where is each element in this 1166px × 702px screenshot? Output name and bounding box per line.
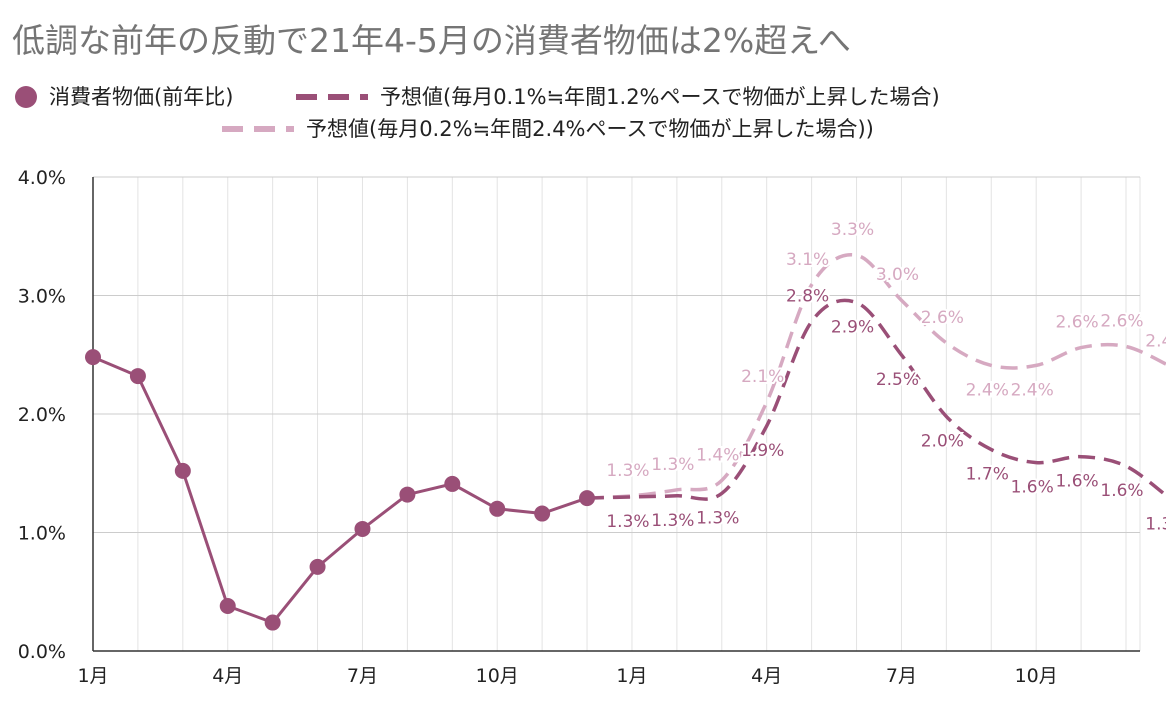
x-tick-label: 10月 xyxy=(1015,665,1058,687)
data-label-forecast-1: 1.3% xyxy=(696,508,739,528)
data-label-forecast-1: 1.6% xyxy=(1011,478,1054,498)
data-label-forecast-1: 1.3% xyxy=(1145,514,1166,534)
data-label-forecast-1: 1.7% xyxy=(966,465,1009,485)
legend: 消費者物価(前年比) 予想値(毎月0.1%≒年間1.2%ペースで物価が上昇した場… xyxy=(15,85,940,141)
data-label-forecast-2: 1.4% xyxy=(696,445,739,465)
data-label-forecast-1: 2.9% xyxy=(831,318,874,338)
series-line-forecast-2 xyxy=(586,252,1166,500)
data-label-forecast-1: 1.6% xyxy=(1055,472,1098,492)
x-tick-label: 7月 xyxy=(347,665,378,687)
grid xyxy=(92,176,1141,652)
data-point xyxy=(129,368,146,385)
chart-title: 低調な前年の反動で21年4-5月の消費者物価は2%超えへ xyxy=(12,21,851,60)
data-label-forecast-2: 3.1% xyxy=(786,250,829,270)
data-label-forecast-2: 2.1% xyxy=(741,367,784,387)
data-label-forecast-2: 2.4% xyxy=(1145,332,1166,352)
data-point xyxy=(579,490,596,507)
data-label-forecast-2: 3.3% xyxy=(831,220,874,240)
data-point xyxy=(444,475,461,492)
data-label-forecast-1: 1.6% xyxy=(1100,481,1143,501)
legend-marker-actual xyxy=(15,86,37,108)
data-label-forecast-2: 2.6% xyxy=(1055,313,1098,333)
data-point xyxy=(534,505,551,522)
x-axis-ticks: 1月 4月 7月 10月 1月 4月 7月 10月 xyxy=(77,665,1057,687)
series-line-forecast-1 xyxy=(586,298,1166,501)
y-axis-ticks: 0.0% 1.0% 2.0% 3.0% 4.0% xyxy=(18,167,66,663)
data-point xyxy=(399,486,416,503)
data-label-forecast-1: 2.5% xyxy=(876,370,919,390)
data-label-forecast-2: 2.6% xyxy=(921,308,964,328)
data-label-forecast-1: 1.3% xyxy=(651,511,694,531)
data-point xyxy=(309,558,326,575)
data-point xyxy=(85,349,101,366)
data-point xyxy=(174,462,191,479)
y-tick-label: 1.0% xyxy=(18,523,66,545)
data-label-forecast-2: 2.4% xyxy=(1011,380,1054,400)
y-tick-label: 2.0% xyxy=(18,404,66,426)
data-label-forecast-2: 1.3% xyxy=(606,461,649,481)
data-label-forecast-2: 3.0% xyxy=(876,265,919,285)
data-point xyxy=(489,500,506,517)
x-tick-label: 4月 xyxy=(751,665,782,687)
y-tick-label: 0.0% xyxy=(18,641,66,663)
y-tick-label: 4.0% xyxy=(18,167,66,189)
y-tick-label: 3.0% xyxy=(18,286,66,308)
legend-label-forecast-1: 予想値(毎月0.1%≒年間1.2%ペースで物価が上昇した場合) xyxy=(380,85,940,109)
legend-label-actual: 消費者物価(前年比) xyxy=(49,85,233,109)
data-label-forecast-1: 2.0% xyxy=(921,431,964,451)
x-tick-label: 1月 xyxy=(616,665,647,687)
data-labels: 1.3% 1.3% 1.3%1.9%2.8%2.9%2.5%2.0%1.7%1.6%… xyxy=(604,218,1166,536)
data-label-forecast-1: 1.3% xyxy=(606,512,649,532)
series xyxy=(85,252,1166,631)
x-tick-label: 4月 xyxy=(212,665,243,687)
series-line-actual xyxy=(92,355,588,625)
data-point xyxy=(264,614,281,631)
x-tick-label: 10月 xyxy=(476,665,519,687)
data-point xyxy=(219,597,236,614)
data-label-forecast-2: 2.4% xyxy=(966,380,1009,400)
x-tick-label: 7月 xyxy=(886,665,917,687)
data-point xyxy=(354,520,371,537)
data-label-forecast-2: 1.3% xyxy=(651,455,694,475)
data-label-forecast-1: 2.8% xyxy=(786,287,829,307)
legend-label-forecast-2: 予想値(毎月0.2%≒年間2.4%ペースで物価が上昇した場合)) xyxy=(306,117,874,141)
x-tick-label: 1月 xyxy=(77,665,108,687)
data-label-forecast-1: 1.9% xyxy=(741,441,784,461)
data-label-forecast-2: 2.6% xyxy=(1100,311,1143,331)
